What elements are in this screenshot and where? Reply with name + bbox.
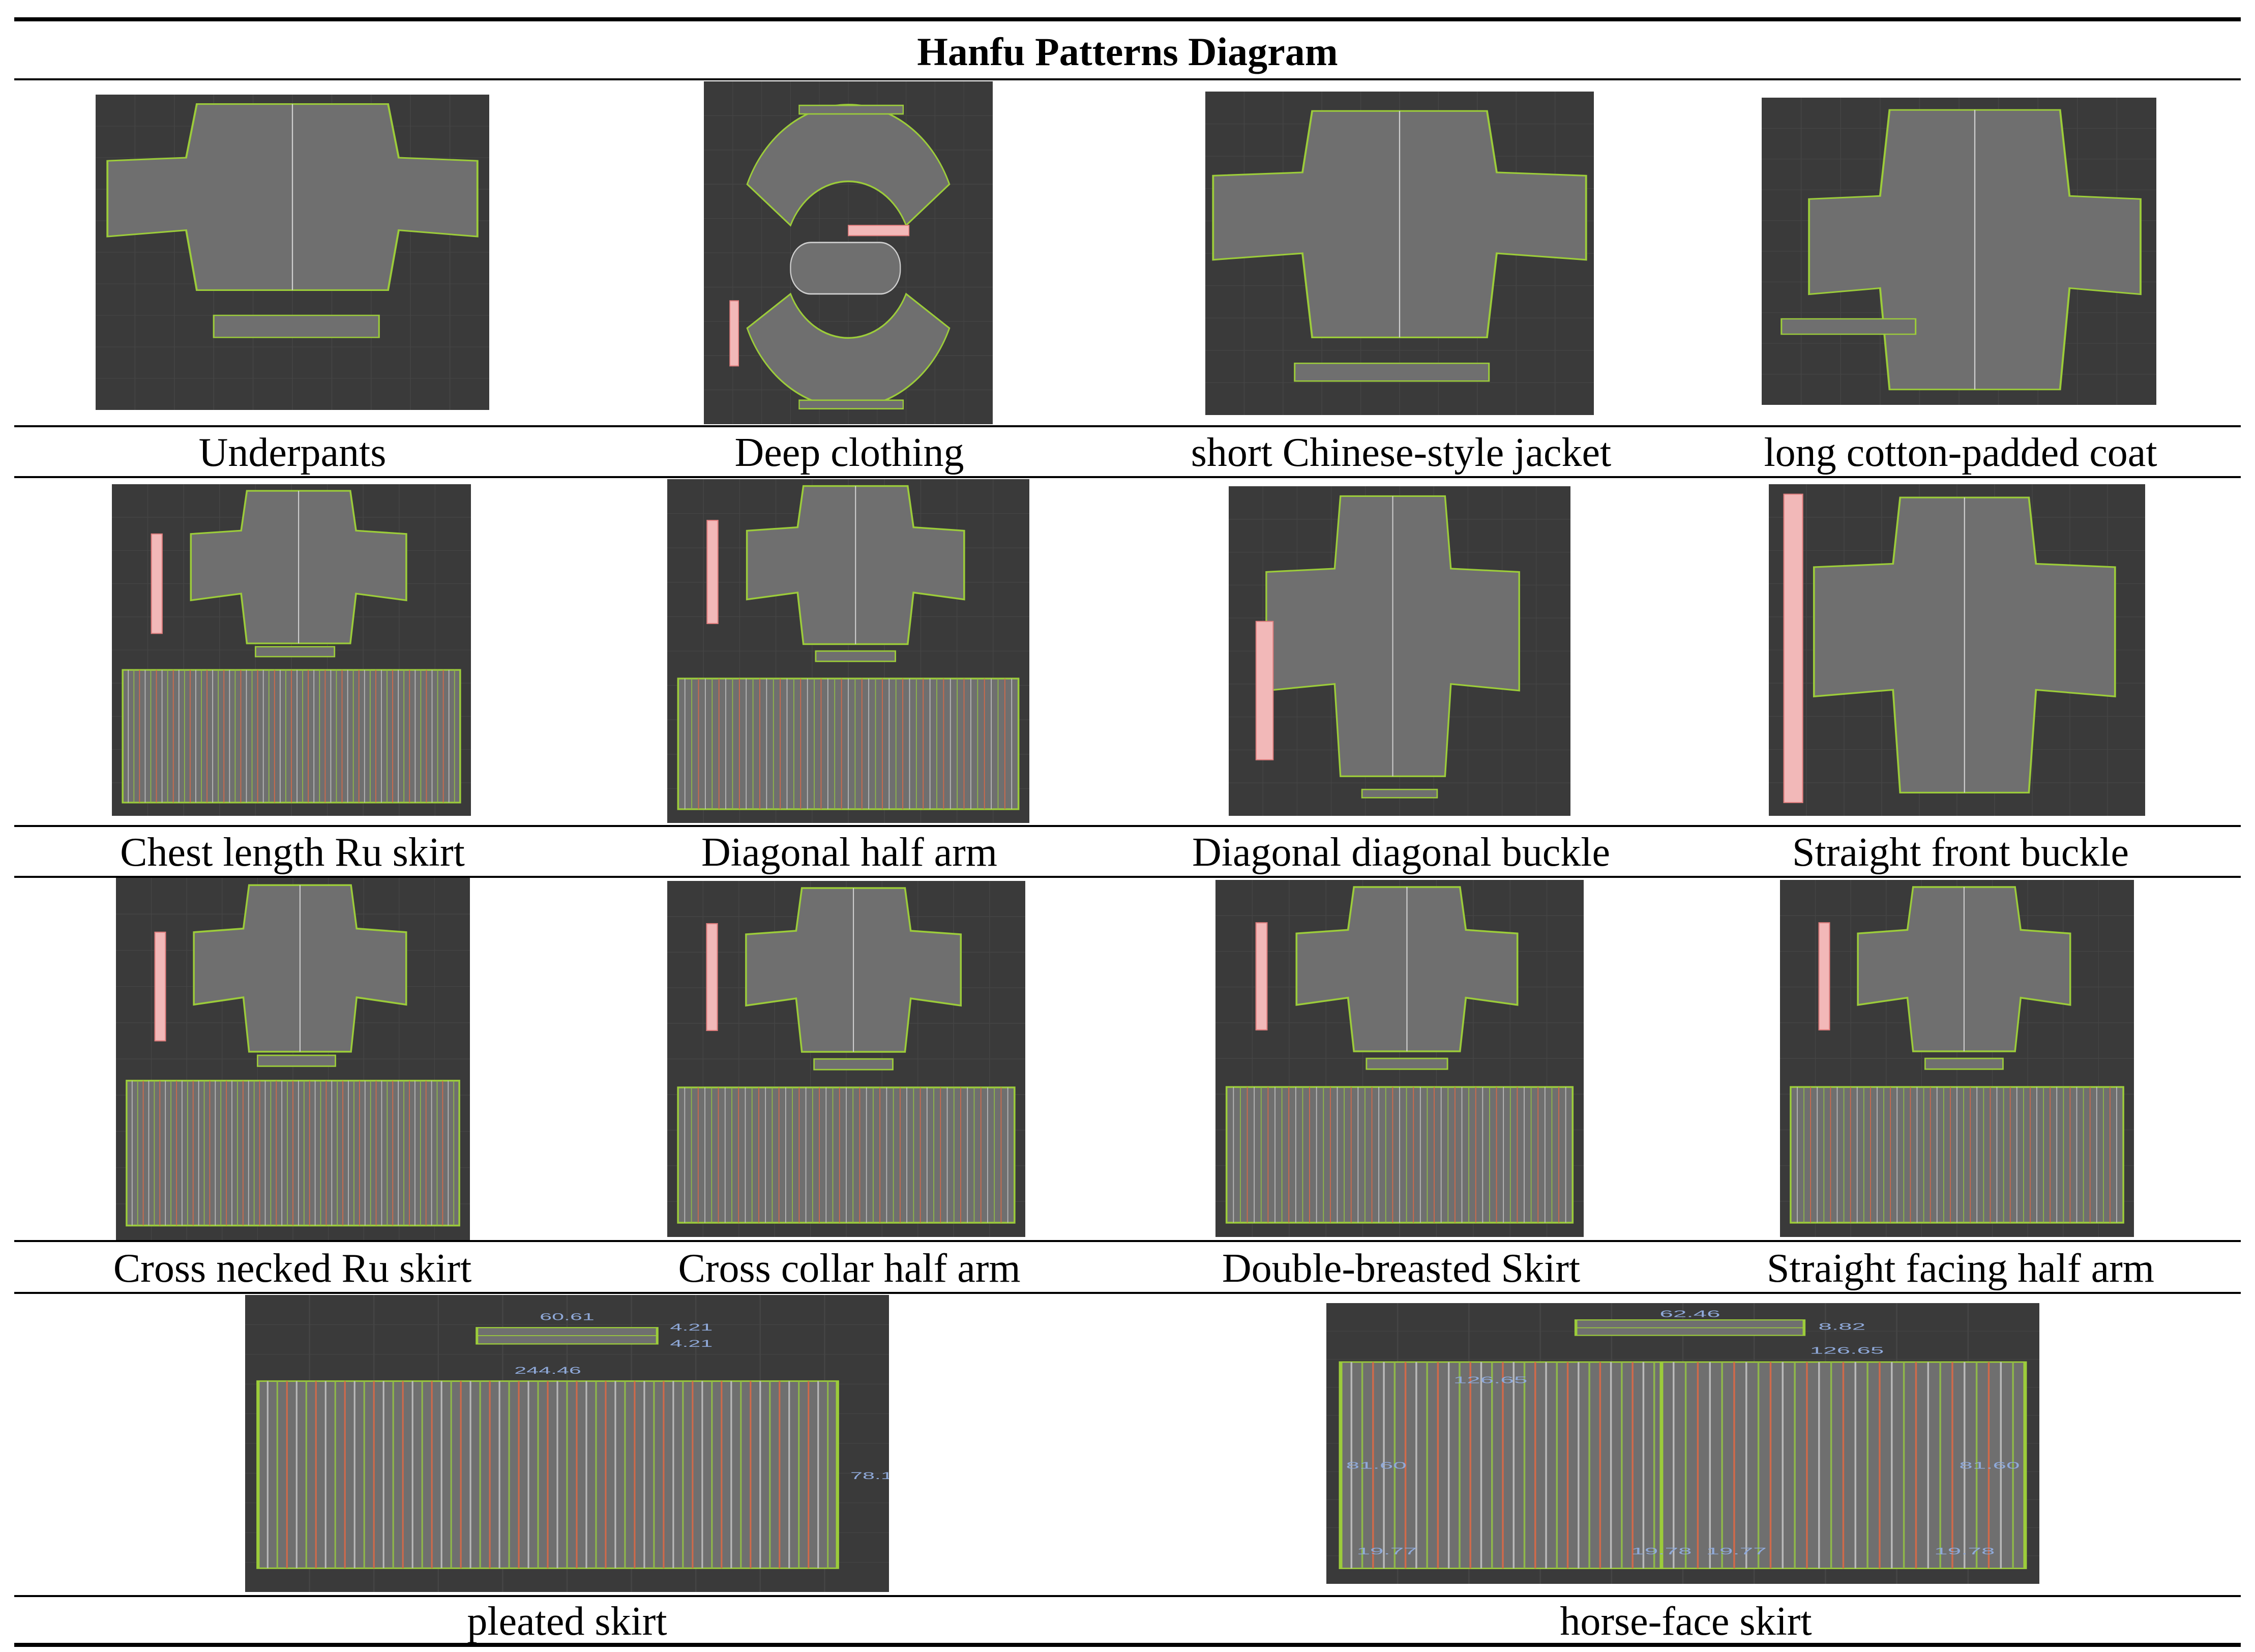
measurement-label: 126.65 bbox=[1810, 1345, 1884, 1355]
pink-strip bbox=[706, 923, 718, 1031]
top-rule-thick bbox=[14, 17, 2241, 21]
pattern-caption: Underpants bbox=[198, 430, 387, 475]
pattern-panel bbox=[667, 479, 1029, 823]
pattern-drawing bbox=[1762, 98, 2156, 405]
pattern-panel bbox=[704, 81, 993, 424]
pattern-caption: pleated skirt bbox=[467, 1599, 667, 1644]
diagram-title: Hanfu Patterns Diagram bbox=[917, 29, 1338, 74]
pattern-caption: Diagonal diagonal buckle bbox=[1192, 830, 1610, 875]
pattern-caption: long cotton-padded coat bbox=[1764, 430, 2157, 475]
measurement-label: 19.78 bbox=[1934, 1546, 1995, 1556]
pink-strip bbox=[1818, 922, 1830, 1030]
pink-strip bbox=[1783, 493, 1803, 803]
pattern-drawing: 60.61 4.21 4.21 244.46 78.10 bbox=[245, 1295, 889, 1592]
measurement-label: 4.21 bbox=[670, 1322, 713, 1333]
pattern-caption: Double-breasted Skirt bbox=[1222, 1246, 1581, 1291]
waistband bbox=[254, 646, 336, 658]
pattern-piece bbox=[790, 242, 901, 295]
measurement-label: 19.78 bbox=[1631, 1546, 1692, 1556]
pattern-caption: Cross necked Ru skirt bbox=[113, 1246, 472, 1291]
pattern-panel bbox=[1229, 486, 1570, 816]
pattern-drawing bbox=[116, 878, 470, 1240]
measurement-label: 244.46 bbox=[514, 1365, 581, 1376]
pattern-drawing bbox=[667, 479, 1029, 823]
measurement-label: 62.46 bbox=[1659, 1309, 1720, 1319]
pattern-panel bbox=[1769, 484, 2145, 816]
row-rule bbox=[14, 1292, 2241, 1294]
pattern-caption: Chest length Ru skirt bbox=[120, 830, 465, 875]
pink-strip bbox=[1255, 621, 1274, 760]
row-rule bbox=[14, 876, 2241, 878]
pattern-panel bbox=[1780, 880, 2134, 1237]
pattern-caption: Deep clothing bbox=[734, 430, 964, 475]
waistband bbox=[798, 399, 904, 410]
pattern-caption: short Chinese-style jacket bbox=[1191, 430, 1612, 475]
pattern-panel bbox=[112, 484, 471, 816]
pattern-drawing bbox=[704, 81, 993, 424]
measurement-label: 8.82 bbox=[1818, 1321, 1865, 1332]
waistband bbox=[257, 1054, 336, 1067]
waistband bbox=[1924, 1057, 2004, 1070]
row-rule bbox=[14, 476, 2241, 478]
pattern-drawing bbox=[112, 484, 471, 816]
arc-piece bbox=[746, 292, 951, 409]
measurement-label: 126.65 bbox=[1453, 1374, 1528, 1385]
pink-strip bbox=[151, 533, 163, 634]
pattern-panel bbox=[1762, 98, 2156, 405]
pattern-caption: Straight front buckle bbox=[1792, 830, 2129, 875]
pattern-caption: Straight facing half arm bbox=[1767, 1246, 2154, 1291]
pink-strip bbox=[1255, 922, 1268, 1030]
pink-strip bbox=[154, 931, 166, 1042]
pattern-panel bbox=[116, 878, 470, 1240]
measurement-label: 78.10 bbox=[850, 1470, 889, 1482]
waistband bbox=[1361, 788, 1438, 799]
pattern-caption: horse-face skirt bbox=[1560, 1599, 1812, 1644]
pattern-panel: 62.46 8.82 126.65 126.65 81.60 81.60 19.77 19.7… bbox=[1326, 1303, 2039, 1584]
arc-piece bbox=[746, 104, 951, 227]
measurement-label: 81.60 bbox=[1959, 1460, 2020, 1471]
title-rule bbox=[14, 78, 2241, 80]
pattern-panel bbox=[667, 881, 1025, 1237]
pink-strip bbox=[848, 225, 910, 237]
measurement-label: 19.77 bbox=[1357, 1546, 1417, 1556]
pattern-drawing bbox=[1769, 484, 2145, 816]
row-rule bbox=[14, 1240, 2241, 1242]
pink-strip bbox=[706, 520, 719, 624]
measurement-label: 60.61 bbox=[540, 1311, 595, 1322]
pattern-caption: Cross collar half arm bbox=[678, 1246, 1021, 1291]
pink-strip bbox=[729, 300, 739, 367]
pattern-caption: Diagonal half arm bbox=[701, 830, 997, 875]
measurement-label: 4.21 bbox=[670, 1338, 713, 1349]
pattern-drawing bbox=[1780, 880, 2134, 1237]
waistband bbox=[1294, 362, 1490, 382]
row-rule bbox=[14, 825, 2241, 827]
waistband bbox=[1781, 318, 1917, 335]
pattern-drawing bbox=[1215, 880, 1584, 1237]
pattern-panel bbox=[96, 95, 489, 410]
waistband bbox=[213, 314, 380, 338]
row-rule bbox=[14, 425, 2241, 427]
pattern-drawing bbox=[1205, 92, 1594, 415]
pattern-drawing bbox=[96, 95, 489, 410]
pattern-drawing: 62.46 8.82 126.65 126.65 81.60 81.60 19.77 19.7… bbox=[1326, 1303, 2039, 1584]
measurement-label: 19.77 bbox=[1706, 1546, 1767, 1556]
pattern-drawing bbox=[1229, 486, 1570, 816]
row-rule bbox=[14, 1595, 2241, 1597]
pattern-panel bbox=[1215, 880, 1584, 1237]
bottom-rule-thick bbox=[14, 1643, 2241, 1647]
waistband bbox=[1366, 1057, 1448, 1070]
pattern-drawing bbox=[667, 881, 1025, 1237]
waistband bbox=[815, 650, 896, 662]
pattern-panel bbox=[1205, 92, 1594, 415]
waistband bbox=[813, 1058, 894, 1071]
pattern-panel: 60.61 4.21 4.21 244.46 78.10 bbox=[245, 1295, 889, 1592]
measurement-label: 81.60 bbox=[1346, 1460, 1407, 1471]
waistband bbox=[798, 104, 904, 115]
